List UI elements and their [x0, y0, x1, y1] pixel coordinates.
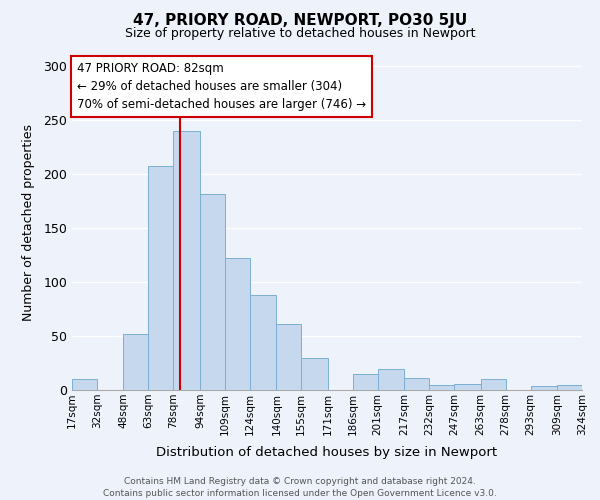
Bar	[200, 194, 225, 390]
Bar	[72, 379, 97, 390]
Bar	[250, 295, 277, 390]
Bar	[277, 324, 301, 390]
Bar	[429, 384, 454, 390]
X-axis label: Distribution of detached houses by size in Newport: Distribution of detached houses by size …	[157, 446, 497, 459]
Bar	[225, 258, 250, 390]
Bar	[481, 379, 506, 390]
Bar	[404, 378, 429, 390]
Bar	[173, 130, 200, 390]
Text: 47 PRIORY ROAD: 82sqm
← 29% of detached houses are smaller (304)
70% of semi-det: 47 PRIORY ROAD: 82sqm ← 29% of detached …	[77, 62, 366, 110]
Bar	[530, 386, 557, 390]
Text: Size of property relative to detached houses in Newport: Size of property relative to detached ho…	[125, 28, 475, 40]
Text: 47, PRIORY ROAD, NEWPORT, PO30 5JU: 47, PRIORY ROAD, NEWPORT, PO30 5JU	[133, 12, 467, 28]
Bar	[557, 384, 582, 390]
Bar	[377, 370, 404, 390]
Bar	[454, 384, 481, 390]
Bar	[148, 166, 173, 390]
Text: Contains HM Land Registry data © Crown copyright and database right 2024.
Contai: Contains HM Land Registry data © Crown c…	[103, 476, 497, 498]
Bar	[353, 374, 377, 390]
Bar	[124, 334, 148, 390]
Bar	[301, 358, 328, 390]
Y-axis label: Number of detached properties: Number of detached properties	[22, 124, 35, 321]
